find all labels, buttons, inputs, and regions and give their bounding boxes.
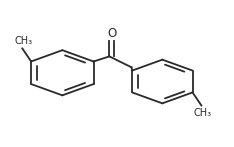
Text: O: O — [107, 27, 117, 40]
Text: CH₃: CH₃ — [14, 36, 33, 46]
Text: CH₃: CH₃ — [194, 108, 212, 118]
